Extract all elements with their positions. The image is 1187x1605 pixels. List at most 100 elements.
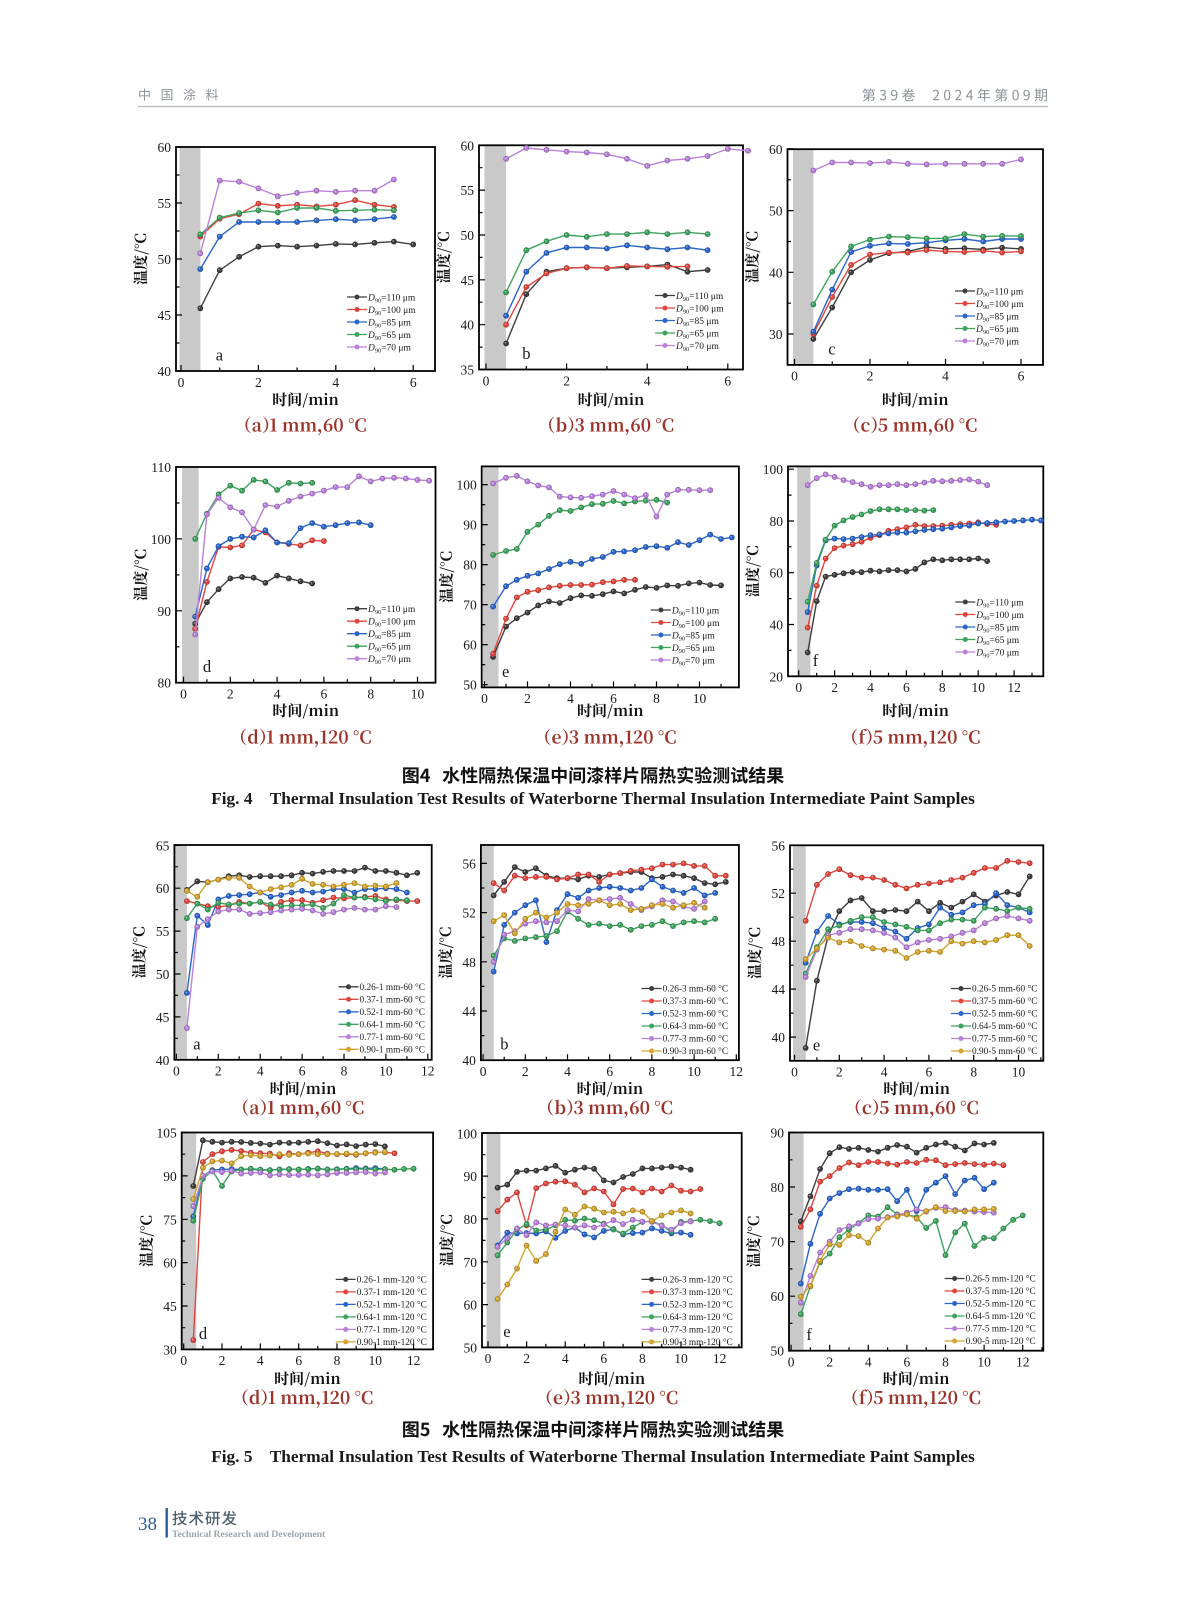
svg-text:0.64-5 mm-60 °C: 0.64-5 mm-60 °C — [972, 1021, 1037, 1032]
svg-text:D90=65 μm: D90=65 μm — [367, 643, 411, 654]
svg-text:0.26-5 mm-120 °C: 0.26-5 mm-120 °C — [966, 1274, 1036, 1285]
svg-text:4: 4 — [881, 1065, 888, 1080]
svg-text:D90=110 μm: D90=110 μm — [675, 292, 724, 303]
svg-text:60: 60 — [463, 638, 477, 653]
svg-text:44: 44 — [772, 982, 786, 997]
svg-text:e: e — [503, 1322, 510, 1341]
svg-text:6: 6 — [724, 373, 731, 388]
svg-text:4: 4 — [562, 1351, 569, 1366]
svg-text:8: 8 — [653, 691, 660, 706]
svg-text:D90=100 μm: D90=100 μm — [975, 611, 1024, 622]
svg-text:0.52-3 mm-60 °C: 0.52-3 mm-60 °C — [663, 1009, 728, 1020]
svg-text:12: 12 — [407, 1353, 421, 1368]
svg-text:D90=70 μm: D90=70 μm — [671, 656, 715, 667]
svg-text:48: 48 — [462, 955, 476, 970]
svg-text:D90=65 μm: D90=65 μm — [975, 636, 1019, 647]
svg-text:0: 0 — [180, 1353, 187, 1368]
svg-text:0.77-5 mm-60 °C: 0.77-5 mm-60 °C — [972, 1034, 1037, 1045]
svg-text:0.90-1 mm-120 °C: 0.90-1 mm-120 °C — [357, 1337, 427, 1348]
svg-text:0.26-3 mm-60 °C: 0.26-3 mm-60 °C — [663, 984, 728, 995]
svg-text:6: 6 — [1018, 369, 1025, 384]
svg-text:80: 80 — [158, 676, 172, 691]
svg-text:0.90-1 mm-60 °C: 0.90-1 mm-60 °C — [360, 1045, 425, 1056]
svg-text:2: 2 — [826, 1355, 833, 1370]
svg-text:2: 2 — [831, 680, 838, 695]
svg-text:55: 55 — [461, 183, 475, 198]
svg-text:50: 50 — [461, 228, 475, 243]
svg-text:90: 90 — [163, 1169, 177, 1184]
svg-text:12: 12 — [421, 1064, 435, 1079]
svg-text:b: b — [500, 1035, 508, 1054]
svg-text:0: 0 — [481, 691, 488, 706]
svg-text:8: 8 — [649, 1064, 656, 1079]
svg-text:90: 90 — [464, 1169, 478, 1184]
svg-text:50: 50 — [771, 1344, 785, 1359]
svg-text:Technical Research and Develop: Technical Research and Development — [172, 1529, 326, 1540]
svg-text:0.26-1 mm-120 °C: 0.26-1 mm-120 °C — [357, 1275, 427, 1286]
svg-text:40: 40 — [770, 618, 784, 633]
svg-text:10: 10 — [379, 1064, 393, 1079]
svg-text:0: 0 — [480, 1064, 487, 1079]
svg-text:0.52-5 mm-120 °C: 0.52-5 mm-120 °C — [966, 1299, 1036, 1310]
svg-text:0.52-1 mm-120 °C: 0.52-1 mm-120 °C — [357, 1300, 427, 1311]
svg-text:0.90-5 mm-60 °C: 0.90-5 mm-60 °C — [972, 1046, 1037, 1057]
svg-text:0.64-3 mm-60 °C: 0.64-3 mm-60 °C — [663, 1021, 728, 1032]
svg-text:0.37-3 mm-120 °C: 0.37-3 mm-120 °C — [663, 1287, 733, 1298]
svg-text:2: 2 — [836, 1065, 843, 1080]
svg-text:D90=85 μm: D90=85 μm — [367, 630, 411, 641]
svg-text:0.77-3 mm-60 °C: 0.77-3 mm-60 °C — [663, 1034, 728, 1045]
svg-text:0.37-5 mm-120 °C: 0.37-5 mm-120 °C — [966, 1286, 1036, 1297]
svg-text:0.52-5 mm-60 °C: 0.52-5 mm-60 °C — [972, 1009, 1037, 1020]
svg-text:0.37-3 mm-60 °C: 0.37-3 mm-60 °C — [663, 996, 728, 1007]
svg-text:0.37-5 mm-60 °C: 0.37-5 mm-60 °C — [972, 996, 1037, 1007]
svg-text:D90=85 μm: D90=85 μm — [675, 317, 719, 328]
svg-text:6: 6 — [299, 1064, 306, 1079]
svg-text:45: 45 — [158, 308, 172, 323]
svg-text:a: a — [193, 1034, 201, 1053]
svg-text:4: 4 — [867, 680, 874, 695]
svg-text:0.64-1 mm-60 °C: 0.64-1 mm-60 °C — [360, 1020, 425, 1031]
svg-text:70: 70 — [463, 598, 477, 613]
svg-text:0.37-1 mm-60 °C: 0.37-1 mm-60 °C — [360, 995, 425, 1006]
svg-text:e: e — [813, 1035, 820, 1054]
svg-text:6: 6 — [610, 691, 617, 706]
svg-text:D90=110 μm: D90=110 μm — [367, 605, 416, 616]
svg-text:8: 8 — [334, 1353, 341, 1368]
svg-text:D90=85 μm: D90=85 μm — [975, 623, 1019, 634]
svg-text:6: 6 — [295, 1353, 302, 1368]
svg-text:35: 35 — [461, 363, 475, 378]
svg-text:60: 60 — [464, 1298, 478, 1313]
svg-text:D90=110 μm: D90=110 μm — [671, 606, 720, 617]
svg-text:4: 4 — [865, 1355, 872, 1370]
svg-text:D90=110 μm: D90=110 μm — [975, 287, 1024, 298]
svg-text:D90=100 μm: D90=100 μm — [671, 619, 720, 630]
svg-text:c: c — [828, 339, 835, 358]
svg-text:0.77-1 mm-120 °C: 0.77-1 mm-120 °C — [357, 1325, 427, 1336]
svg-text:0.52-1 mm-60 °C: 0.52-1 mm-60 °C — [360, 1007, 425, 1018]
svg-text:52: 52 — [462, 906, 476, 921]
svg-text:75: 75 — [163, 1212, 177, 1227]
svg-text:12: 12 — [1016, 1355, 1030, 1370]
svg-text:D90=65 μm: D90=65 μm — [975, 325, 1019, 336]
svg-text:D90=100 μm: D90=100 μm — [675, 304, 724, 315]
svg-text:0: 0 — [788, 1355, 795, 1370]
svg-text:0.64-3 mm-120 °C: 0.64-3 mm-120 °C — [663, 1312, 733, 1323]
svg-text:60: 60 — [769, 142, 783, 157]
svg-text:4: 4 — [332, 375, 339, 390]
svg-text:f: f — [806, 1325, 812, 1344]
svg-text:a: a — [216, 346, 224, 365]
svg-text:60: 60 — [771, 1289, 785, 1304]
svg-text:Fig. 4 Thermal Insulation T: Fig. 4 Thermal Insulation Test Results o… — [211, 789, 975, 808]
svg-text:D90=70 μm: D90=70 μm — [675, 342, 719, 353]
svg-text:D90=100 μm: D90=100 μm — [367, 618, 416, 629]
svg-text:45: 45 — [156, 1010, 170, 1025]
svg-text:4: 4 — [567, 691, 574, 706]
svg-text:0: 0 — [173, 1064, 180, 1079]
svg-text:6: 6 — [321, 687, 328, 702]
svg-text:6: 6 — [600, 1351, 607, 1366]
svg-text:2: 2 — [522, 1064, 529, 1079]
svg-text:70: 70 — [771, 1235, 785, 1250]
svg-text:0.52-3 mm-120 °C: 0.52-3 mm-120 °C — [663, 1300, 733, 1311]
svg-text:80: 80 — [770, 514, 784, 529]
svg-text:D90=70 μm: D90=70 μm — [367, 655, 411, 666]
